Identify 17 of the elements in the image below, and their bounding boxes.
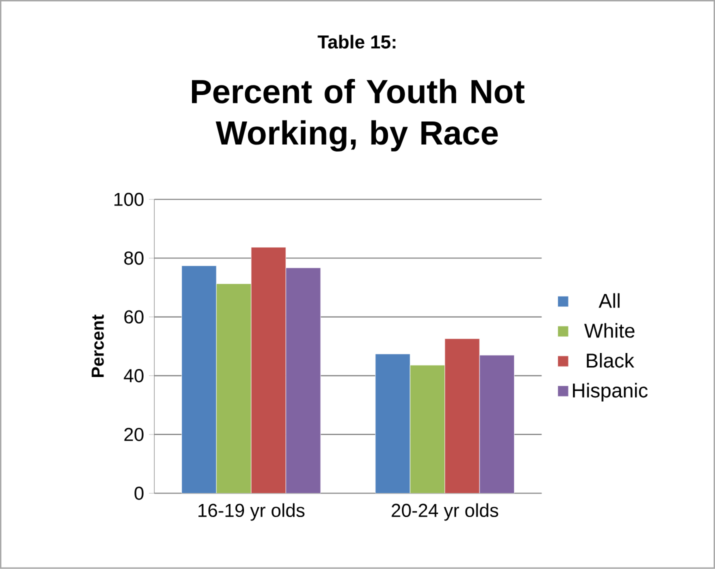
y-tick-label: 100 — [114, 192, 144, 206]
legend-label: All — [598, 293, 620, 308]
y-tick-label: 0 — [134, 486, 144, 500]
legend-label: Black — [586, 353, 634, 368]
y-tick-label: 60 — [124, 310, 144, 324]
y-axis-title: Percent — [92, 314, 104, 378]
chart-title: Percent of Youth Not Working, by Race — [192, 79, 524, 152]
y-tick-label: 20 — [124, 428, 144, 442]
y-tick-label: 40 — [124, 369, 144, 382]
legend-label: Hispanic — [572, 383, 648, 402]
chart-subtitle: Table 15: — [318, 35, 396, 49]
bar — [181, 266, 217, 494]
legend-label: White — [584, 323, 634, 338]
bar — [375, 354, 410, 494]
y-tick-label: 80 — [124, 252, 144, 265]
x-tick-label: 16-19 yr olds — [198, 503, 304, 521]
x-tick-label: 20-24 yr olds — [392, 503, 498, 521]
